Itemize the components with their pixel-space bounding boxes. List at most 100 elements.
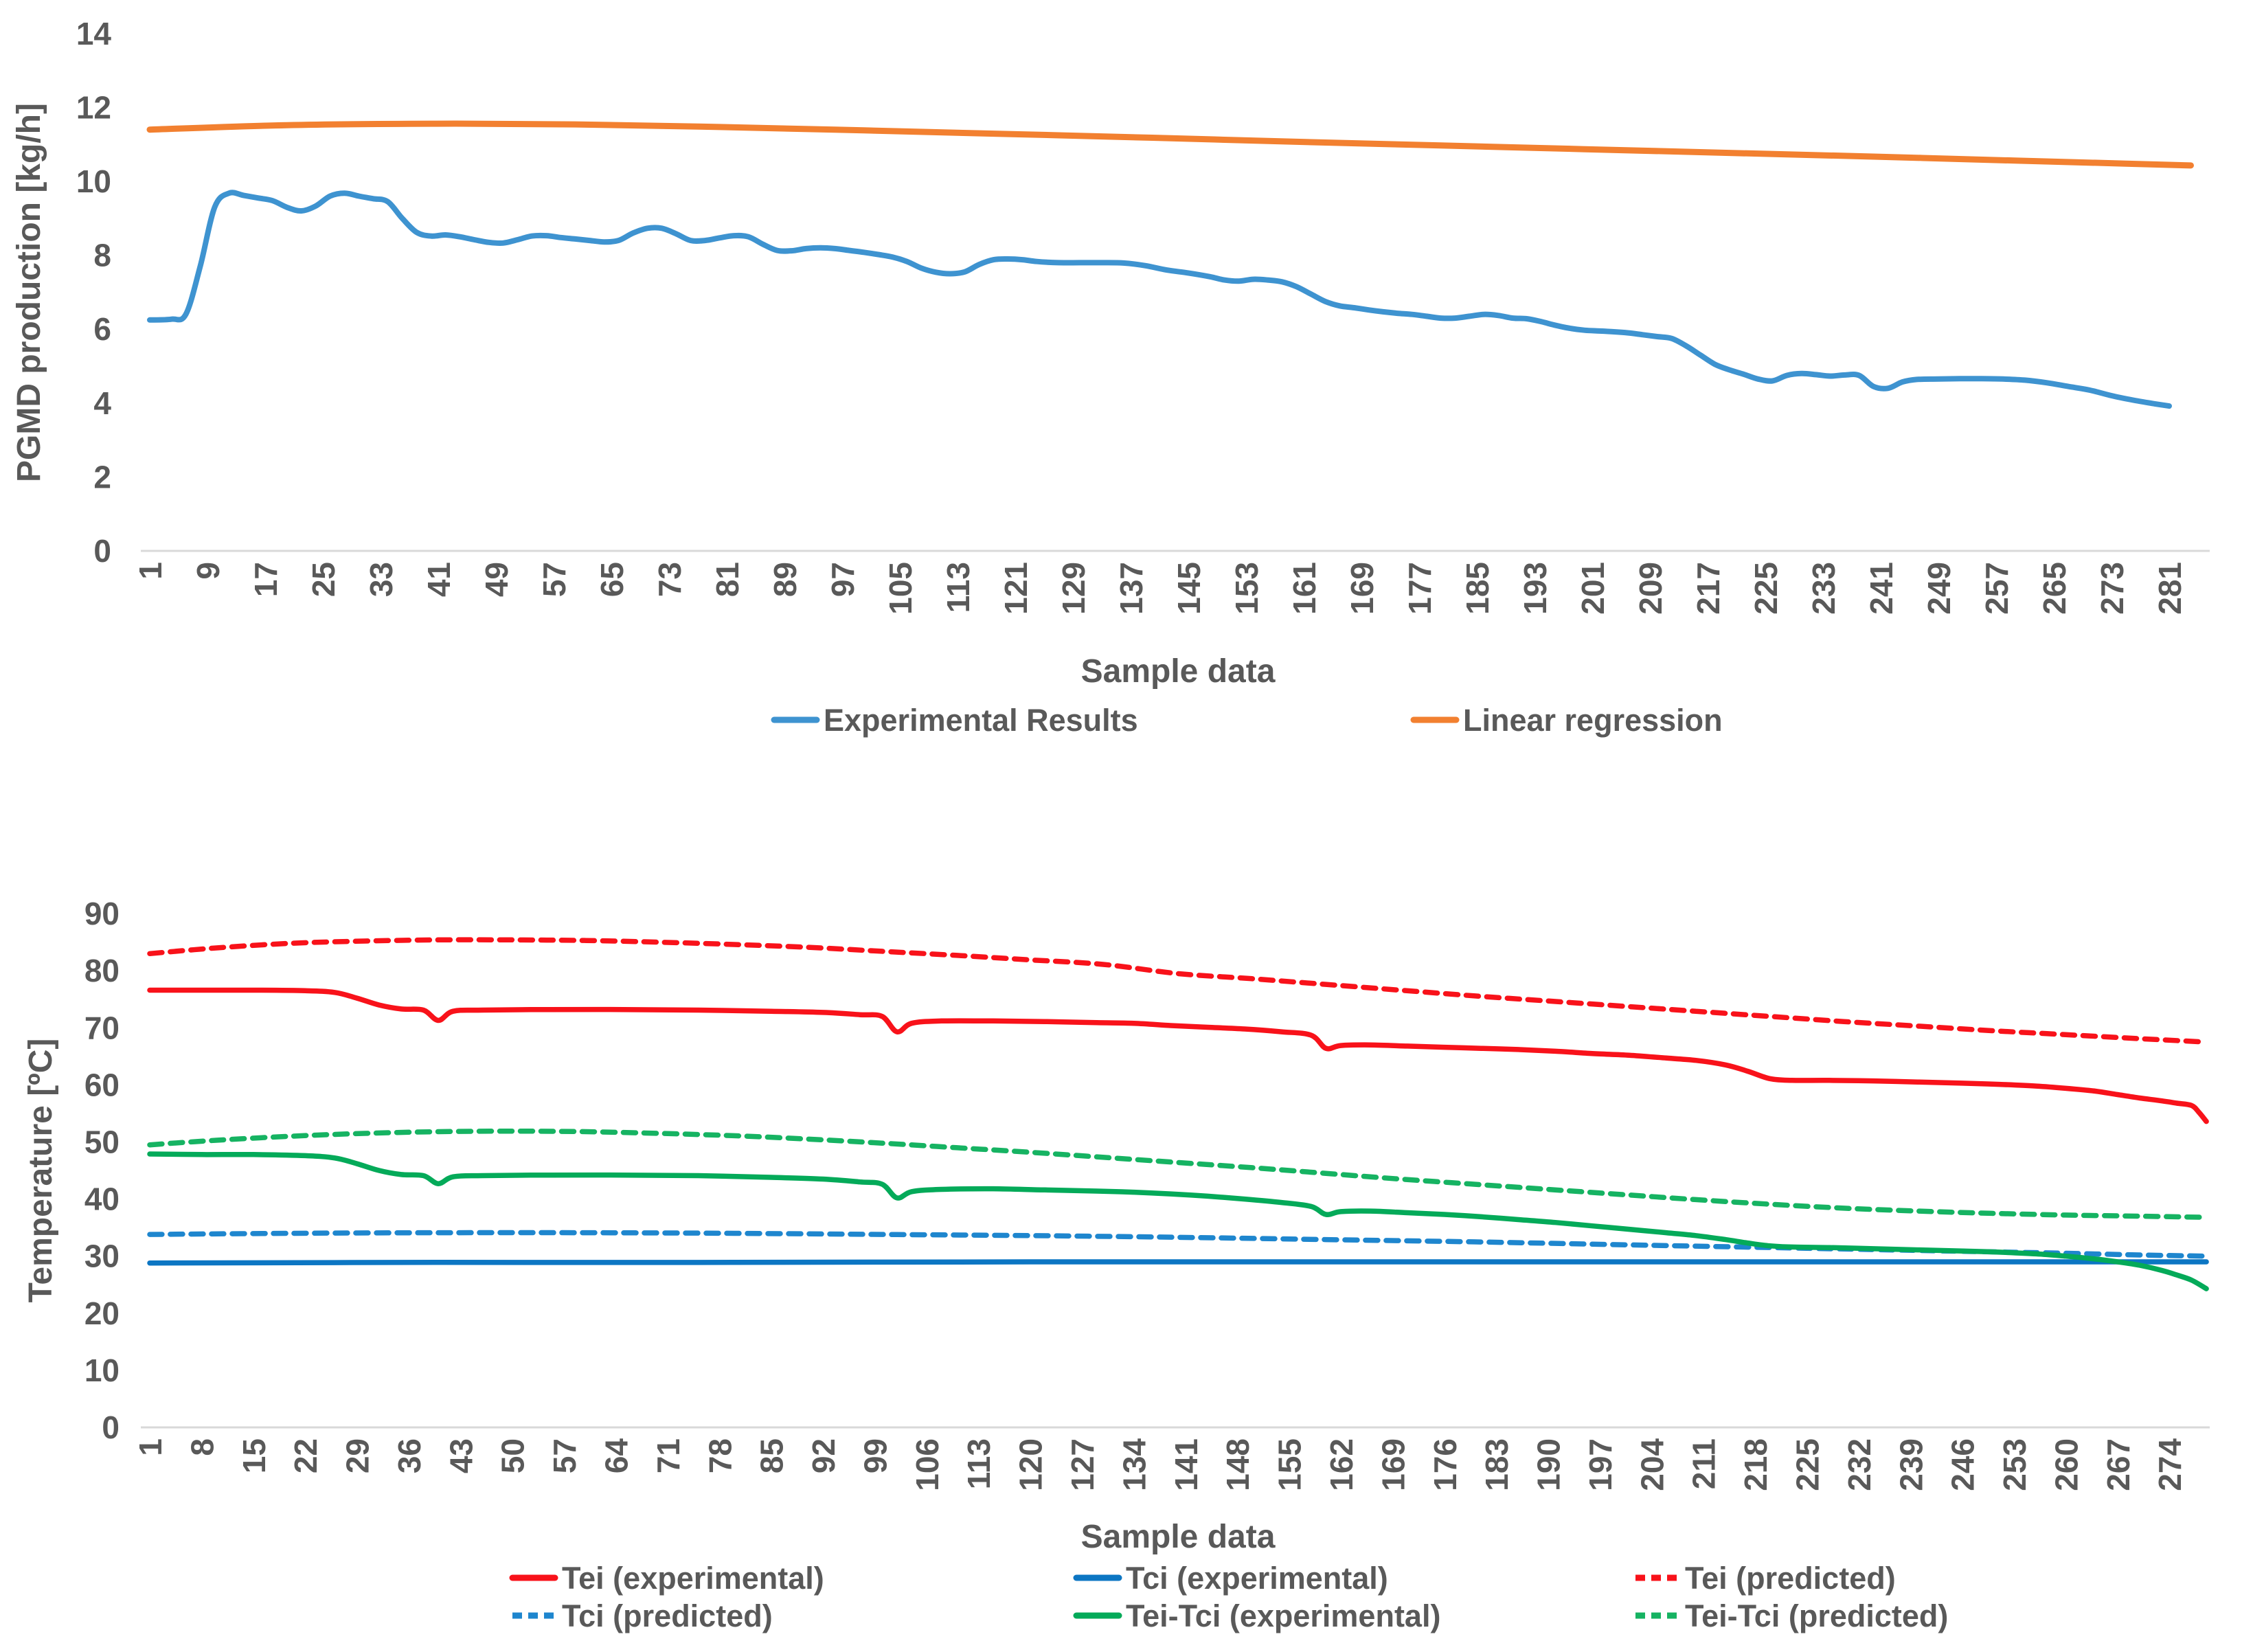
chart2-x-tick-64: 64 xyxy=(599,1438,635,1474)
series-line-tci-predicted xyxy=(147,1230,2209,1259)
chart1-x-tick-217: 217 xyxy=(1690,562,1726,615)
chart1-x-tick-labels: 1 9 17 25 33 41 49 57 65 73 81 89 97 105 113 121 129 137 1… xyxy=(133,562,2188,615)
chart1-y-tick-10: 10 xyxy=(76,163,111,199)
chart2-x-tick-148: 148 xyxy=(1220,1438,1256,1491)
chart2-x-axis-title: Sample data xyxy=(1081,1519,1276,1555)
chart1-x-tick-41: 41 xyxy=(421,562,457,597)
chart2-x-tick-57: 57 xyxy=(547,1438,582,1473)
chart1-x-tick-9: 9 xyxy=(190,562,226,580)
chart2-legend: Tei (experimental) Tci (experimental) Tei … xyxy=(509,1561,1948,1633)
chart1-x-tick-121: 121 xyxy=(998,562,1034,615)
chart1-x-tick-65: 65 xyxy=(594,562,630,597)
series-line-tei-tci-predicted xyxy=(147,1128,2209,1220)
chart2-x-tick-141: 141 xyxy=(1168,1438,1204,1491)
legend-label-tei-tci-predicted: Tei-Tci (predicted) xyxy=(1685,1598,1948,1633)
chart2-y-tick-60: 60 xyxy=(84,1067,120,1102)
chart2-x-tick-43: 43 xyxy=(443,1438,479,1473)
chart1-x-tick-97: 97 xyxy=(825,562,861,597)
series-line-experimental-results xyxy=(147,190,2172,409)
legend-label-linear-regression: Linear regression xyxy=(1463,703,1723,738)
chart1-x-tick-265: 265 xyxy=(2037,562,2072,615)
chart1-x-tick-57: 57 xyxy=(536,562,572,597)
chart1-x-tick-113: 113 xyxy=(940,562,976,613)
chart2-x-tick-253: 253 xyxy=(1997,1438,2032,1491)
chart2-y-tick-0: 0 xyxy=(102,1410,120,1445)
chart1-x-tick-225: 225 xyxy=(1748,562,1784,615)
legend-item-linear-regression: Linear regression xyxy=(1410,703,1723,738)
chart1-x-tick-161: 161 xyxy=(1287,562,1322,615)
chart2-series-lines xyxy=(147,937,2209,1291)
legend-label-tci-predicted: Tci (predicted) xyxy=(562,1598,773,1633)
chart2-x-tick-106: 106 xyxy=(909,1438,945,1491)
chart2-x-tick-29: 29 xyxy=(340,1438,376,1473)
chart1-x-tick-169: 169 xyxy=(1344,562,1380,615)
chart2-x-tick-232: 232 xyxy=(1842,1438,1877,1491)
chart1-y-tick-8: 8 xyxy=(93,238,111,273)
chart1-y-tick-14: 14 xyxy=(76,16,112,52)
legend-item-tei-tci-experimental: Tei-Tci (experimental) xyxy=(1073,1598,1440,1633)
legend-item-tci-experimental: Tci (experimental) xyxy=(1073,1561,1388,1596)
chart1-x-tick-281: 281 xyxy=(2152,562,2188,615)
chart2-x-tick-176: 176 xyxy=(1427,1438,1463,1491)
chart1-x-tick-193: 193 xyxy=(1517,562,1553,615)
chart2-y-tick-30: 30 xyxy=(84,1238,120,1274)
legend-label-experimental-results: Experimental Results xyxy=(824,703,1138,738)
chart2-x-tick-183: 183 xyxy=(1479,1438,1515,1491)
chart1-x-tick-89: 89 xyxy=(767,562,803,597)
legend-item-tci-predicted: Tci (predicted) xyxy=(512,1598,773,1633)
chart1-legend: Experimental Results Linear regression xyxy=(771,703,1723,738)
temperature-chart: 0 10 20 30 40 50 60 70 80 90 1 8 15 22 29 36 43 50 57 64 71… xyxy=(23,896,2210,1633)
chart2-x-tick-50: 50 xyxy=(495,1438,531,1473)
chart1-x-tick-241: 241 xyxy=(1864,562,1899,615)
chart1-x-tick-249: 249 xyxy=(1921,562,1957,615)
chart1-y-tick-labels: 0 2 4 6 8 10 12 14 xyxy=(76,16,112,569)
chart2-x-tick-99: 99 xyxy=(858,1438,894,1473)
chart2-x-tick-225: 225 xyxy=(1790,1438,1826,1491)
series-line-tei-predicted xyxy=(147,937,2209,1045)
legend-item-tei-predicted: Tei (predicted) xyxy=(1635,1561,1896,1596)
chart1-x-tick-105: 105 xyxy=(883,562,918,615)
legend-label-tei-tci-experimental: Tei-Tci (experimental) xyxy=(1126,1598,1440,1633)
chart1-x-tick-185: 185 xyxy=(1460,562,1495,615)
chart1-series-lines xyxy=(146,120,2194,409)
legend-item-tei-tci-predicted: Tei-Tci (predicted) xyxy=(1635,1598,1948,1633)
chart2-x-tick-190: 190 xyxy=(1531,1438,1567,1491)
chart2-x-tick-197: 197 xyxy=(1583,1438,1618,1491)
chart2-x-tick-211: 211 xyxy=(1686,1438,1722,1489)
series-line-tei-experimental xyxy=(147,987,2209,1124)
chart2-y-tick-20: 20 xyxy=(84,1295,120,1331)
chart2-x-tick-120: 120 xyxy=(1013,1438,1049,1491)
chart1-y-tick-0: 0 xyxy=(93,533,111,569)
chart1-x-tick-1: 1 xyxy=(133,562,168,580)
chart2-x-tick-92: 92 xyxy=(806,1438,841,1473)
chart2-x-tick-204: 204 xyxy=(1634,1438,1670,1491)
chart2-y-tick-90: 90 xyxy=(84,896,120,931)
chart2-y-tick-80: 80 xyxy=(84,953,120,988)
chart2-x-tick-239: 239 xyxy=(1893,1438,1929,1491)
chart2-x-tick-260: 260 xyxy=(2048,1438,2084,1491)
chart2-x-tick-36: 36 xyxy=(392,1438,427,1473)
chart2-x-tick-78: 78 xyxy=(702,1438,738,1473)
chart1-y-tick-6: 6 xyxy=(93,311,111,347)
chart1-x-axis-title: Sample data xyxy=(1081,653,1276,690)
chart2-y-tick-70: 70 xyxy=(84,1010,120,1045)
chart2-x-tick-1: 1 xyxy=(133,1438,168,1456)
chart1-x-tick-257: 257 xyxy=(1979,562,2015,615)
chart2-x-tick-246: 246 xyxy=(1945,1438,1981,1491)
chart2-y-axis-title: Temperature [ºC] xyxy=(23,1039,59,1303)
chart1-x-tick-81: 81 xyxy=(710,562,745,597)
chart2-x-tick-85: 85 xyxy=(754,1438,790,1473)
legend-item-experimental-results: Experimental Results xyxy=(771,703,1138,738)
chart1-x-tick-17: 17 xyxy=(248,562,284,597)
series-line-tci-experimental xyxy=(147,1259,2209,1266)
chart2-x-tick-274: 274 xyxy=(2152,1438,2188,1491)
chart2-x-tick-71: 71 xyxy=(650,1438,686,1473)
series-line-tei-tci-experimental xyxy=(147,1151,2209,1291)
chart2-x-tick-267: 267 xyxy=(2101,1438,2136,1491)
chart2-y-tick-labels: 0 10 20 30 40 50 60 70 80 90 xyxy=(84,896,120,1445)
chart1-x-tick-49: 49 xyxy=(479,562,514,597)
chart2-x-tick-162: 162 xyxy=(1324,1438,1359,1491)
chart2-x-tick-169: 169 xyxy=(1375,1438,1411,1491)
